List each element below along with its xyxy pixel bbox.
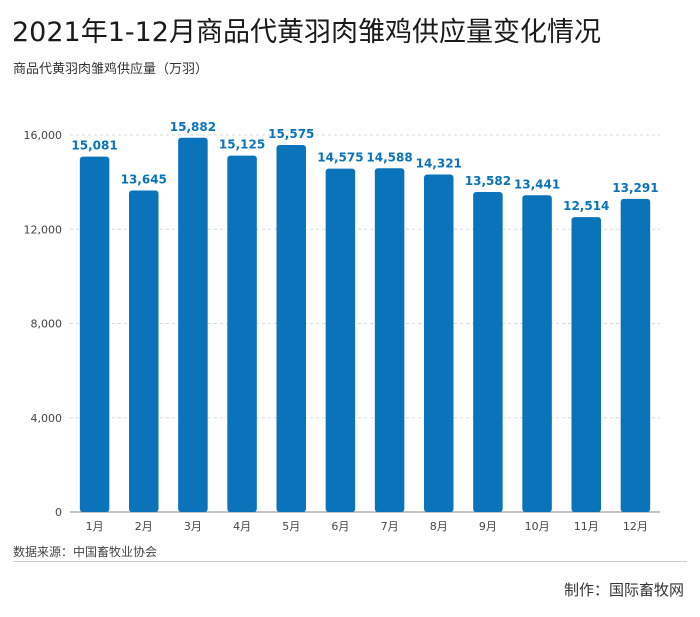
bar-value-label: 15,081 xyxy=(71,139,117,153)
bar xyxy=(227,155,257,512)
y-tick-label: 8,000 xyxy=(31,318,63,331)
bar xyxy=(79,156,110,512)
bar xyxy=(178,137,208,512)
x-tick-label: 10月 xyxy=(525,520,550,533)
y-tick-label: 0 xyxy=(55,506,62,519)
bar-value-label: 12,514 xyxy=(563,199,609,213)
chart-subtitle: 商品代黄羽肉雏鸡供应量（万羽） xyxy=(13,62,209,77)
bar-chart: 0 4,000 8,000 12,000 16,000 15,081 1月 13,645 2月 1… xyxy=(24,120,660,533)
x-tick-label: 4月 xyxy=(233,520,251,533)
bar xyxy=(571,217,601,513)
bar xyxy=(276,145,306,512)
bar xyxy=(374,168,405,512)
bar xyxy=(325,168,356,512)
x-tick-label: 7月 xyxy=(381,520,399,533)
bar-value-label: 13,582 xyxy=(465,174,511,188)
bar-value-label: 13,441 xyxy=(514,177,560,191)
x-tick-label: 12月 xyxy=(623,520,648,533)
bar-value-label: 14,575 xyxy=(317,151,363,165)
bar-value-label: 15,125 xyxy=(219,138,265,152)
y-tick-label: 12,000 xyxy=(24,223,63,236)
bar-value-label: 15,575 xyxy=(268,127,314,141)
x-tick-label: 6月 xyxy=(331,520,349,533)
x-tick-label: 2月 xyxy=(135,520,153,533)
x-tick-label: 3月 xyxy=(184,520,202,533)
footer-divider xyxy=(13,561,687,562)
bar xyxy=(522,195,552,512)
bar xyxy=(129,190,159,512)
bar-value-label: 13,645 xyxy=(121,172,167,186)
bar xyxy=(620,198,651,512)
data-source: 数据来源：中国畜牧业协会 xyxy=(13,545,158,559)
bar-value-label: 15,882 xyxy=(170,120,216,134)
y-tick-label: 4,000 xyxy=(31,412,63,425)
bar-value-label: 14,588 xyxy=(366,150,412,164)
chart-title: 2021年1-12月商品代黄羽肉雏鸡供应量变化情况 xyxy=(12,17,601,48)
bar xyxy=(473,191,503,512)
x-tick-label: 9月 xyxy=(479,520,497,533)
bar-value-label: 13,291 xyxy=(612,181,658,195)
maker-credit: 制作：国际畜牧网 xyxy=(563,581,684,599)
y-tick-label: 16,000 xyxy=(24,129,63,142)
bar-value-label: 14,321 xyxy=(416,157,462,171)
x-tick-label: 5月 xyxy=(282,520,300,533)
x-tick-label: 11月 xyxy=(574,520,599,533)
bar xyxy=(424,174,454,512)
x-tick-label: 1月 xyxy=(86,520,104,533)
x-tick-label: 8月 xyxy=(430,520,448,533)
